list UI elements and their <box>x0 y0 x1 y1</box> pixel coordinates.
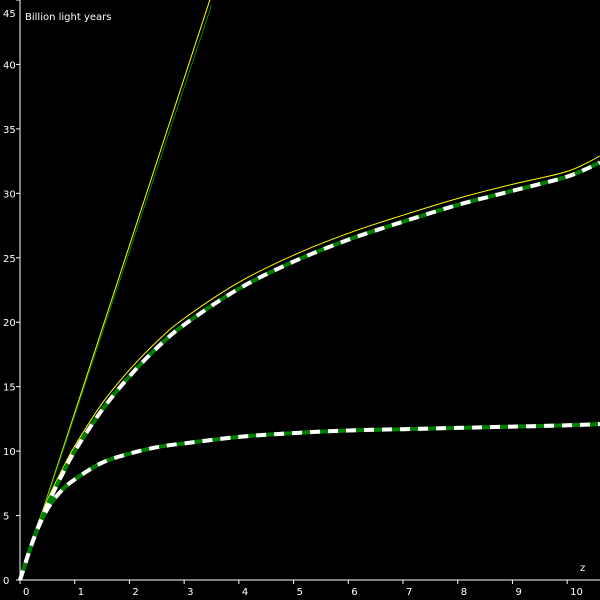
series-line-2 <box>19 155 600 581</box>
y-tick-label: 5 <box>3 512 9 523</box>
x-tick-label: 2 <box>132 587 138 598</box>
y-tick-label: 15 <box>3 383 16 394</box>
x-tick-label: 9 <box>515 587 521 598</box>
x-tick-label: 3 <box>187 587 193 598</box>
y-tick-label: 10 <box>3 447 16 458</box>
x-tick-label: 5 <box>297 587 303 598</box>
series-line-5-base <box>18 422 600 581</box>
series-layer <box>18 0 600 581</box>
y-axis-title: Billion light years <box>25 12 111 23</box>
y-tick-label: 20 <box>3 318 16 329</box>
x-tick-label: 4 <box>242 587 248 598</box>
x-axis-title: z <box>580 563 585 574</box>
series-line-1 <box>19 5 212 581</box>
series-line-3-base <box>18 160 600 581</box>
series-line-4 <box>19 424 600 581</box>
series-line-3-dash <box>18 160 600 581</box>
x-tick-label: 7 <box>406 587 412 598</box>
y-tick-label: 25 <box>3 254 16 265</box>
x-tick-label: 6 <box>351 587 357 598</box>
x-tick-label: 8 <box>461 587 467 598</box>
x-tick-label: 1 <box>78 587 84 598</box>
y-tick-label: 35 <box>3 125 16 136</box>
y-tick-label: 40 <box>3 60 16 71</box>
y-tick-label: 30 <box>3 189 16 200</box>
series-line-5-dash <box>18 422 600 581</box>
axes-layer <box>19 0 600 581</box>
series-line-0 <box>19 0 211 581</box>
x-tick-label: 10 <box>570 587 583 598</box>
y-tick-label: 45 <box>3 9 16 20</box>
x-tick-label: 0 <box>23 587 29 598</box>
y-tick-label: 0 <box>3 576 9 587</box>
